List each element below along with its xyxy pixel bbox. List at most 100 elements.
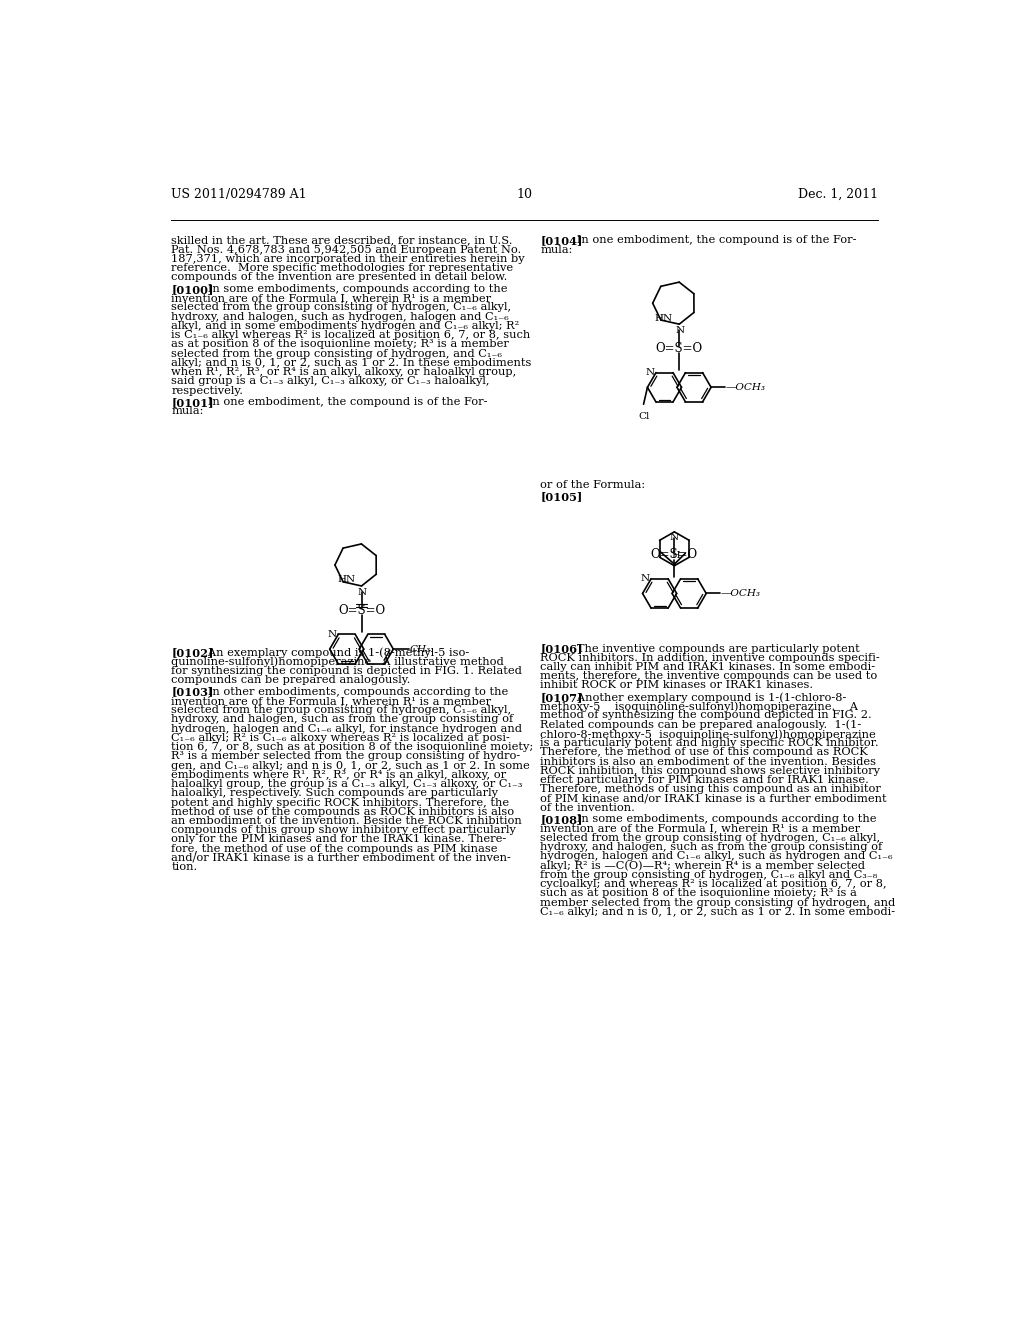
Text: hydroxy, and halogen, such as hydrogen, halogen and C₁₋₆: hydroxy, and halogen, such as hydrogen, … xyxy=(171,312,509,322)
Text: mula:: mula: xyxy=(541,244,572,255)
Text: —OCH₃: —OCH₃ xyxy=(721,589,761,598)
Text: reference.  More specific methodologies for representative: reference. More specific methodologies f… xyxy=(171,263,513,273)
Text: ments, therefore, the inventive compounds can be used to: ments, therefore, the inventive compound… xyxy=(541,671,878,681)
Text: invention are of the Formula I, wherein R¹ is a member: invention are of the Formula I, wherein … xyxy=(171,696,492,706)
Text: N: N xyxy=(670,533,679,543)
Text: N: N xyxy=(645,368,654,378)
Text: CH₃.: CH₃. xyxy=(410,644,434,653)
Text: cally can inhibit PIM and IRAK1 kinases. In some embodi-: cally can inhibit PIM and IRAK1 kinases.… xyxy=(541,663,876,672)
Text: 10: 10 xyxy=(517,187,532,201)
Text: member selected from the group consisting of hydrogen, and: member selected from the group consistin… xyxy=(541,898,896,908)
Text: R³ is a member selected from the group consisting of hydro-: R³ is a member selected from the group c… xyxy=(171,751,520,762)
Text: The inventive compounds are particularly potent: The inventive compounds are particularly… xyxy=(566,644,860,653)
Text: In other embodiments, compounds according to the: In other embodiments, compounds accordin… xyxy=(198,686,509,697)
Text: selected from the group consisting of hydrogen, C₁₋₆ alkyl,: selected from the group consisting of hy… xyxy=(541,833,881,843)
Text: HN: HN xyxy=(337,576,355,585)
Text: and/or IRAK1 kinase is a further embodiment of the inven-: and/or IRAK1 kinase is a further embodim… xyxy=(171,853,511,863)
Text: H: H xyxy=(672,550,680,560)
Text: Therefore, the method of use of this compound as ROCK: Therefore, the method of use of this com… xyxy=(541,747,868,758)
Text: haloalkyl group, the group is a C₁₋₃ alkyl, C₁₋₃ alkoxy, or C₁₋₃: haloalkyl group, the group is a C₁₋₃ alk… xyxy=(171,779,523,789)
Text: method of synthesizing the compound depicted in FIG. 2.: method of synthesizing the compound depi… xyxy=(541,710,872,721)
Text: N: N xyxy=(328,630,337,639)
Text: 187,371, which are incorporated in their entireties herein by: 187,371, which are incorporated in their… xyxy=(171,253,525,264)
Text: when R¹, R², R³, or R⁴ is an alkyl, alkoxy, or haloalkyl group,: when R¹, R², R³, or R⁴ is an alkyl, alko… xyxy=(171,367,517,378)
Text: O=S=O: O=S=O xyxy=(655,342,702,355)
Text: or of the Formula:: or of the Formula: xyxy=(541,480,645,490)
Text: An exemplary compound is 1-(8-methyl-5 iso-: An exemplary compound is 1-(8-methyl-5 i… xyxy=(198,647,470,657)
Text: C₁₋₆ alkyl; and n is 0, 1, or 2, such as 1 or 2. In some embodi-: C₁₋₆ alkyl; and n is 0, 1, or 2, such as… xyxy=(541,907,895,917)
Text: —OCH₃: —OCH₃ xyxy=(726,383,766,392)
Text: is a particularly potent and highly specific ROCK inhibitor.: is a particularly potent and highly spec… xyxy=(541,738,879,748)
Text: Another exemplary compound is 1-(1-chloro-8-: Another exemplary compound is 1-(1-chlor… xyxy=(566,692,847,702)
Text: is C₁₋₆ alkyl whereas R² is localized at position 6, 7, or 8, such: is C₁₋₆ alkyl whereas R² is localized at… xyxy=(171,330,530,341)
Text: C₁₋₆ alkyl; R² is C₁₋₆ alkoxy whereas R² is localized at posi-: C₁₋₆ alkyl; R² is C₁₋₆ alkoxy whereas R²… xyxy=(171,733,510,743)
Text: inhibitors is also an embodiment of the invention. Besides: inhibitors is also an embodiment of the … xyxy=(541,756,877,767)
Text: [0107]: [0107] xyxy=(541,692,583,704)
Text: embodiments where R¹, R², R³, or R⁴ is an alkyl, alkoxy, or: embodiments where R¹, R², R³, or R⁴ is a… xyxy=(171,770,507,780)
Text: hydrogen, halogen and C₁₋₆ alkyl, for instance hydrogen and: hydrogen, halogen and C₁₋₆ alkyl, for in… xyxy=(171,723,522,734)
Text: respectively.: respectively. xyxy=(171,385,244,396)
Text: In some embodiments, compounds according to the: In some embodiments, compounds according… xyxy=(566,814,877,825)
Text: from the group consisting of hydrogen, C₁₋₆ alkyl and C₃₋₈: from the group consisting of hydrogen, C… xyxy=(541,870,878,880)
Text: Pat. Nos. 4,678,783 and 5,942,505 and European Patent No.: Pat. Nos. 4,678,783 and 5,942,505 and Eu… xyxy=(171,244,521,255)
Text: potent and highly specific ROCK inhibitors. Therefore, the: potent and highly specific ROCK inhibito… xyxy=(171,797,510,808)
Text: skilled in the art. These are described, for instance, in U.S.: skilled in the art. These are described,… xyxy=(171,235,513,246)
Text: selected from the group consisting of hydrogen, C₁₋₆ alkyl,: selected from the group consisting of hy… xyxy=(171,705,512,715)
Text: invention are of the Formula I, wherein R¹ is a member: invention are of the Formula I, wherein … xyxy=(541,824,860,834)
Text: tion.: tion. xyxy=(171,862,198,873)
Text: compounds can be prepared analogously.: compounds can be prepared analogously. xyxy=(171,675,411,685)
Text: Dec. 1, 2011: Dec. 1, 2011 xyxy=(798,187,879,201)
Text: In some embodiments, compounds according to the: In some embodiments, compounds according… xyxy=(198,284,508,294)
Text: [0106]: [0106] xyxy=(541,644,583,655)
Text: O=S=O: O=S=O xyxy=(338,605,385,618)
Text: haloalkyl, respectively. Such compounds are particularly: haloalkyl, respectively. Such compounds … xyxy=(171,788,499,799)
Text: effect particularly for PIM kinases and for IRAK1 kinase.: effect particularly for PIM kinases and … xyxy=(541,775,869,785)
Text: HN: HN xyxy=(655,314,673,322)
Text: [0100]: [0100] xyxy=(171,284,214,294)
Text: N: N xyxy=(357,587,367,597)
Text: In one embodiment, the compound is of the For-: In one embodiment, the compound is of th… xyxy=(566,235,857,246)
Text: [0108]: [0108] xyxy=(541,814,583,825)
Text: compounds of this group show inhibitory effect particularly: compounds of this group show inhibitory … xyxy=(171,825,516,836)
Text: Related compounds can be prepared analogously.  1-(1-: Related compounds can be prepared analog… xyxy=(541,719,861,730)
Text: as at position 8 of the isoquionline moiety; R³ is a member: as at position 8 of the isoquionline moi… xyxy=(171,339,509,350)
Text: ROCK inhibition, this compound shows selective inhibitory: ROCK inhibition, this compound shows sel… xyxy=(541,766,881,776)
Text: quinoline-sulfonyl)homopiperazine.  A illustrative method: quinoline-sulfonyl)homopiperazine. A ill… xyxy=(171,656,504,667)
Text: Therefore, methods of using this compound as an inhibitor: Therefore, methods of using this compoun… xyxy=(541,784,882,795)
Text: compounds of the invention are presented in detail below.: compounds of the invention are presented… xyxy=(171,272,508,282)
Text: Cl: Cl xyxy=(638,412,649,421)
Text: [0102]: [0102] xyxy=(171,647,214,659)
Text: gen, and C₁₋₆ alkyl; and n is 0, 1, or 2, such as 1 or 2. In some: gen, and C₁₋₆ alkyl; and n is 0, 1, or 2… xyxy=(171,760,530,771)
Text: hydrogen, halogen and C₁₋₆ alkyl, such as hydrogen and C₁₋₆: hydrogen, halogen and C₁₋₆ alkyl, such a… xyxy=(541,851,893,862)
Text: US 2011/0294789 A1: US 2011/0294789 A1 xyxy=(171,187,307,201)
Text: In one embodiment, the compound is of the For-: In one embodiment, the compound is of th… xyxy=(198,397,487,407)
Text: [0101]: [0101] xyxy=(171,397,214,408)
Text: of PIM kinase and/or IRAK1 kinase is a further embodiment: of PIM kinase and/or IRAK1 kinase is a f… xyxy=(541,793,887,804)
Text: O=S=O: O=S=O xyxy=(651,548,698,561)
Text: mula:: mula: xyxy=(171,407,204,416)
Text: inhibit ROCK or PIM kinases or IRAK1 kinases.: inhibit ROCK or PIM kinases or IRAK1 kin… xyxy=(541,681,813,690)
Text: an embodiment of the invention. Beside the ROCK inhibition: an embodiment of the invention. Beside t… xyxy=(171,816,522,826)
Text: of the invention.: of the invention. xyxy=(541,803,635,813)
Text: ROCK inhibitors. In addition, inventive compounds specifi-: ROCK inhibitors. In addition, inventive … xyxy=(541,653,880,663)
Text: hydroxy, and halogen, such as from the group consisting of: hydroxy, and halogen, such as from the g… xyxy=(541,842,883,853)
Text: hydroxy, and halogen, such as from the group consisting of: hydroxy, and halogen, such as from the g… xyxy=(171,714,514,725)
Text: for synthesizing the compound is depicted in FIG. 1. Related: for synthesizing the compound is depicte… xyxy=(171,665,522,676)
Text: [0103]: [0103] xyxy=(171,686,214,697)
Text: [0104]: [0104] xyxy=(541,235,583,247)
Text: only for the PIM kinases and for the IRAK1 kinase. There-: only for the PIM kinases and for the IRA… xyxy=(171,834,507,845)
Text: N: N xyxy=(640,574,649,583)
Text: alkyl; R² is —C(O)—R⁴; wherein R⁴ is a member selected: alkyl; R² is —C(O)—R⁴; wherein R⁴ is a m… xyxy=(541,861,865,871)
Text: invention are of the Formula I, wherein R¹ is a member: invention are of the Formula I, wherein … xyxy=(171,293,492,304)
Text: chloro-8-methoxy-5  isoquinoline-sulfonyl)homopiperazine: chloro-8-methoxy-5 isoquinoline-sulfonyl… xyxy=(541,729,877,739)
Text: N: N xyxy=(676,326,685,335)
Text: such as at position 8 of the isoquionline moiety; R³ is a: such as at position 8 of the isoquionlin… xyxy=(541,888,857,899)
Text: fore, the method of use of the compounds as PIM kinase: fore, the method of use of the compounds… xyxy=(171,843,498,854)
Text: alkyl, and in some embodiments hydrogen and C₁₋₆ alkyl; R²: alkyl, and in some embodiments hydrogen … xyxy=(171,321,519,331)
Text: tion 6, 7, or 8, such as at position 8 of the isoquionline moiety;: tion 6, 7, or 8, such as at position 8 o… xyxy=(171,742,534,752)
Text: alkyl; and n is 0, 1, or 2, such as 1 or 2. In these embodiments: alkyl; and n is 0, 1, or 2, such as 1 or… xyxy=(171,358,531,368)
Text: said group is a C₁₋₃ alkyl, C₁₋₃ alkoxy, or C₁₋₃ haloalkyl,: said group is a C₁₋₃ alkyl, C₁₋₃ alkoxy,… xyxy=(171,376,489,387)
Text: methoxy-5    isoquinoline-sulfonyl)homopiperazine.    A: methoxy-5 isoquinoline-sulfonyl)homopipe… xyxy=(541,701,858,711)
Text: [0105]: [0105] xyxy=(541,491,583,502)
Text: method of use of the compounds as ROCK inhibitors is also: method of use of the compounds as ROCK i… xyxy=(171,807,514,817)
